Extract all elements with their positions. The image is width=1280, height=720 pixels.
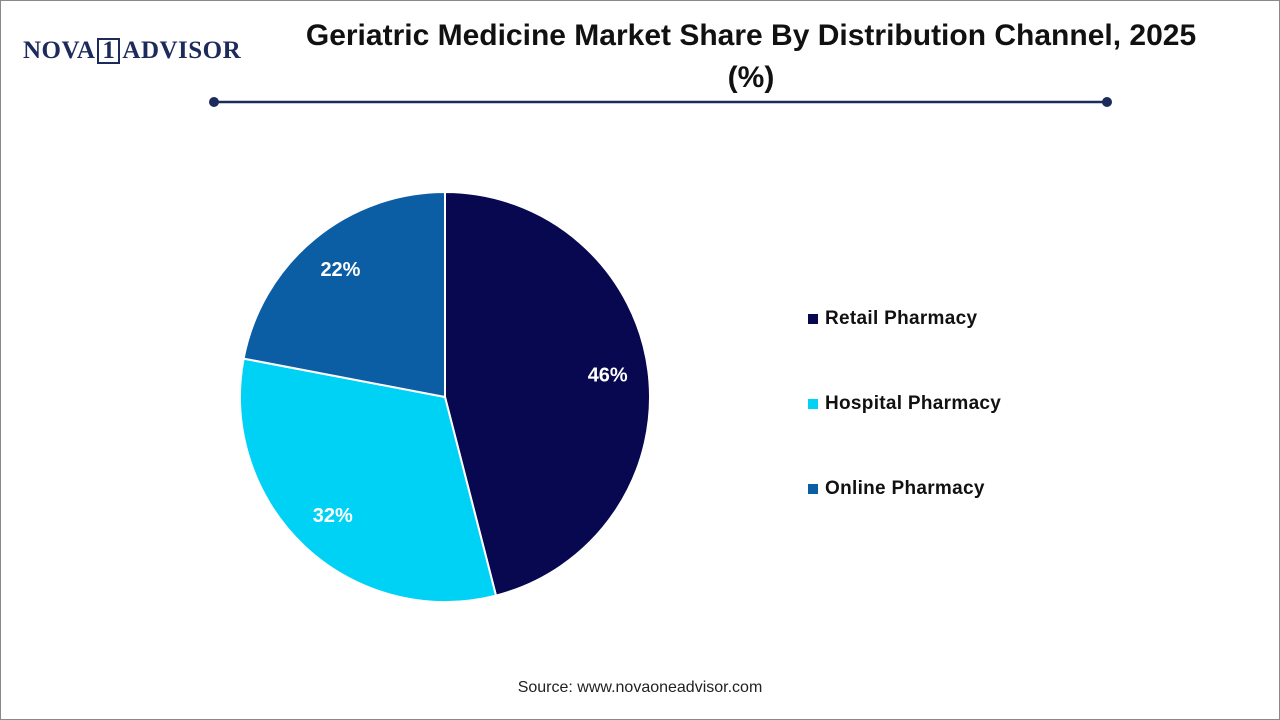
legend-label: Hospital Pharmacy — [825, 393, 1001, 414]
logo-text: ADVISOR — [122, 37, 242, 64]
legend-label: Online Pharmacy — [825, 478, 985, 499]
legend-swatch — [808, 399, 818, 409]
legend-swatch — [808, 314, 818, 324]
data-label: 46% — [588, 365, 628, 387]
rule-dot — [209, 97, 219, 107]
legend-swatch — [808, 484, 818, 494]
logo: NOVA 1 ADVISOR — [23, 37, 241, 65]
source: Source: www.novaoneadvisor.com — [517, 679, 763, 696]
logo-mark: 1 — [97, 38, 121, 64]
rule-dot — [1102, 97, 1112, 107]
pie-slice — [239, 357, 498, 603]
pie-slice — [242, 190, 446, 399]
pie-slice — [444, 190, 651, 597]
legend-label: Retail Pharmacy — [825, 308, 977, 329]
data-label: 22% — [320, 259, 360, 281]
chart-title: Geriatric Medicine Market Share By Distr… — [305, 19, 1197, 94]
data-label: 32% — [313, 505, 353, 527]
logo-text: NOVA — [23, 37, 96, 64]
